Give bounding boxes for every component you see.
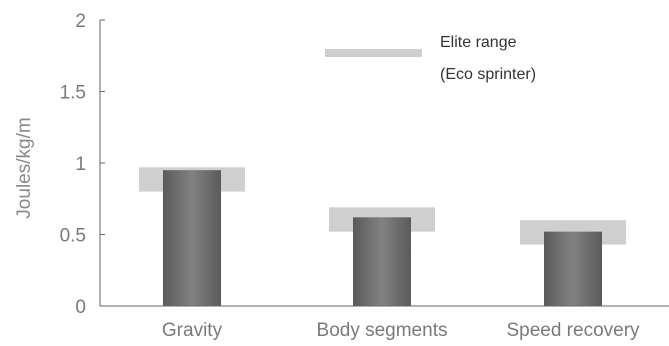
x-category-label: Body segments bbox=[317, 320, 448, 341]
bar bbox=[544, 231, 602, 306]
x-axis-categories: Gravity Body segments Speed recovery bbox=[162, 320, 640, 341]
y-axis-ticks: 0 0.5 1 1.5 2 bbox=[60, 11, 105, 318]
legend-label-line2: (Eco sprinter) bbox=[440, 66, 536, 83]
x-category-label: Speed recovery bbox=[506, 320, 640, 341]
bar bbox=[163, 170, 221, 306]
y-tick-label: 0 bbox=[75, 297, 86, 318]
y-tick-label: 2 bbox=[75, 11, 86, 32]
bar bbox=[353, 217, 411, 306]
bars bbox=[163, 170, 602, 306]
legend-swatch bbox=[325, 49, 422, 57]
legend-label-line1: Elite range bbox=[440, 34, 517, 51]
x-category-label: Gravity bbox=[162, 320, 223, 341]
legend: Elite range (Eco sprinter) bbox=[325, 34, 536, 83]
y-tick-label: 0.5 bbox=[60, 226, 86, 247]
y-tick-label: 1.5 bbox=[60, 83, 86, 104]
y-axis-label: Joules/kg/m bbox=[14, 117, 35, 218]
y-tick-label: 1 bbox=[75, 154, 86, 175]
